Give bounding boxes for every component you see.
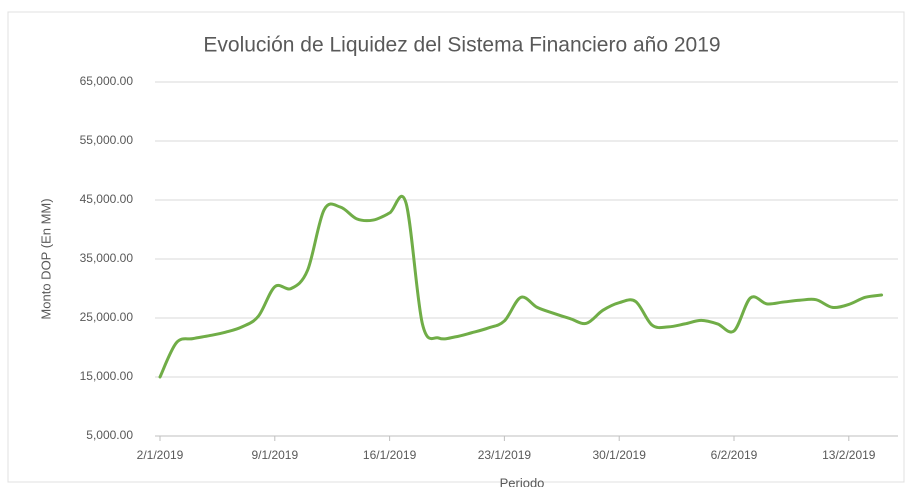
y-tick-label: 55,000.00 <box>80 133 134 147</box>
x-tick-label: 16/1/2019 <box>363 448 417 462</box>
x-tick-label: 13/2/2019 <box>822 448 876 462</box>
line-series <box>158 194 884 379</box>
chart-border <box>7 11 905 483</box>
y-tick-label: 15,000.00 <box>80 369 134 383</box>
y-axis-title: Monto DOP (En MM) <box>38 198 53 319</box>
x-tick-label: 9/1/2019 <box>251 448 298 462</box>
y-tick-label: 45,000.00 <box>80 192 134 206</box>
x-tick-label: 6/2/2019 <box>711 448 758 462</box>
x-tick-label: 2/1/2019 <box>137 448 184 462</box>
x-tick-label: 23/1/2019 <box>478 448 532 462</box>
y-tick-label: 35,000.00 <box>80 251 134 265</box>
y-tick-label: 5,000.00 <box>86 428 133 442</box>
y-tick-label: 65,000.00 <box>80 74 134 88</box>
y-tick-label: 25,000.00 <box>80 310 134 324</box>
x-tick-label: 30/1/2019 <box>593 448 647 462</box>
chart-title: Evolución de Liquidez del Sistema Financ… <box>203 34 720 57</box>
x-axis-title: Periodo <box>500 475 545 487</box>
